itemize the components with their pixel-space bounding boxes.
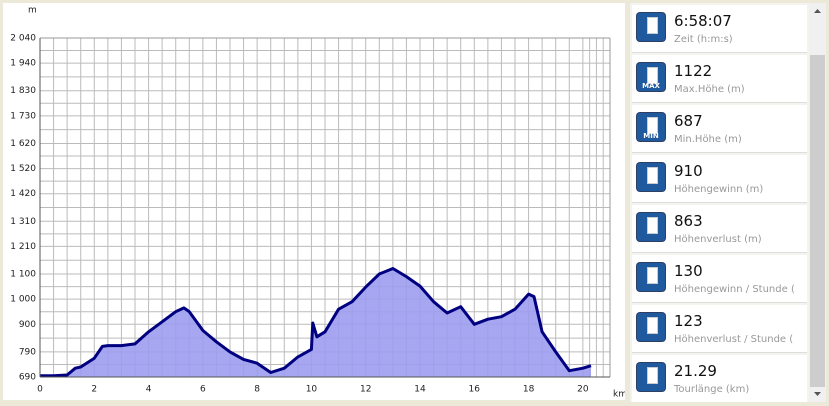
- x-tick-label: 12: [360, 385, 371, 395]
- scroll-thumb[interactable]: [810, 55, 825, 387]
- stat-label: Höhenverlust / Stunde (: [674, 334, 794, 345]
- stat-icon: [637, 363, 665, 391]
- icon-gauge: [647, 117, 658, 134]
- y-tick-label: 1 000: [10, 295, 36, 305]
- x-tick-label: 0: [37, 385, 43, 395]
- stat-value: 863: [674, 212, 703, 230]
- stat-icon: [637, 313, 665, 341]
- x-tick-label: 4: [146, 385, 152, 395]
- stat-label: Tourlänge (km): [674, 384, 750, 395]
- icon-gauge: [647, 317, 658, 334]
- stat-label: Höhenverlust (m): [674, 234, 762, 245]
- stat-icon: [637, 263, 665, 291]
- icon-gauge: [647, 167, 658, 184]
- elevation-chart: m km 690 790 900 1 000 1 100 1 210 1 310 1 420 1…: [3, 3, 625, 400]
- stat-icon: [637, 163, 665, 191]
- icon-gauge: [647, 217, 658, 234]
- stat-label: Höhengewinn / Stunde (: [674, 284, 795, 295]
- x-tick-label: 8: [254, 385, 260, 395]
- y-tick-label: 690: [19, 373, 36, 383]
- stat-item[interactable]: 123 Höhenverlust / Stunde (: [632, 305, 807, 353]
- x-tick-label: 20: [577, 385, 589, 395]
- stat-icon: MIN: [637, 113, 665, 141]
- stat-value: 123: [674, 312, 703, 330]
- stat-icon: [637, 13, 665, 41]
- stat-item[interactable]: 6:58:07 Zeit (h:m:s): [632, 5, 807, 53]
- stat-label: Min.Höhe (m): [674, 134, 742, 145]
- scroll-arrows: [814, 9, 821, 396]
- icon-gauge: [647, 17, 658, 34]
- stat-item[interactable]: 130 Höhengewinn / Stunde (: [632, 255, 807, 303]
- y-tick-label: 1 420: [10, 189, 36, 199]
- icon-text: MIN: [643, 132, 659, 140]
- y-tick-label: 900: [19, 320, 36, 330]
- icon-gauge: [647, 267, 658, 284]
- x-axis-label: km: [613, 390, 625, 400]
- scrollbar[interactable]: [809, 3, 826, 402]
- y-tick-label: 1 620: [10, 139, 36, 149]
- stat-item[interactable]: 863 Höhenverlust (m): [632, 205, 807, 253]
- stat-value: 21.29: [674, 362, 717, 380]
- stat-item[interactable]: MIN 687 Min.Höhe (m): [632, 105, 807, 153]
- stat-value: 130: [674, 262, 703, 280]
- stat-item[interactable]: 910 Höhengewinn (m): [632, 155, 807, 203]
- y-tick-label: 1 730: [10, 111, 36, 121]
- elevation-line: [40, 267, 592, 378]
- stat-icon: [637, 213, 665, 241]
- stat-value: 910: [674, 162, 703, 180]
- y-tick-label: 1 310: [10, 217, 36, 227]
- y-tick-label: 1 100: [10, 270, 36, 280]
- y-tick-label: 1 210: [10, 242, 36, 252]
- stats-panel[interactable]: 6:58:07 Zeit (h:m:s) MAX 1122 Max.Höhe (m) MI…: [630, 3, 809, 402]
- stat-item[interactable]: 21.29 Tourlänge (km): [632, 355, 807, 402]
- stat-value: 6:58:07: [674, 12, 732, 30]
- x-tick-label: 16: [469, 385, 481, 395]
- x-tick-label: 2: [91, 385, 97, 395]
- x-tick-label: 18: [523, 385, 535, 395]
- stat-item[interactable]: MAX 1122 Max.Höhe (m): [632, 55, 807, 103]
- stat-label: Zeit (h:m:s): [674, 34, 733, 45]
- stat-value: 1122: [674, 62, 713, 80]
- y-tick-label: 2 040: [10, 34, 36, 44]
- icon-gauge: [647, 67, 658, 84]
- stat-label: Höhengewinn (m): [674, 184, 764, 195]
- stat-icon: MAX: [637, 63, 665, 91]
- stat-value: 687: [674, 112, 703, 130]
- y-tick-label: 1 830: [10, 86, 36, 96]
- y-axis-label: m: [28, 6, 37, 16]
- y-tick-label: 1 520: [10, 164, 36, 174]
- elevation-area: [40, 268, 591, 377]
- stat-label: Max.Höhe (m): [674, 84, 745, 95]
- y-tick-label: 1 940: [10, 59, 36, 69]
- icon-text: MAX: [642, 82, 660, 90]
- x-tick-label: 10: [306, 385, 318, 395]
- x-tick-label: 6: [200, 385, 206, 395]
- y-tick-label: 790: [19, 347, 36, 357]
- x-tick-label: 14: [414, 385, 426, 395]
- icon-gauge: [647, 367, 658, 384]
